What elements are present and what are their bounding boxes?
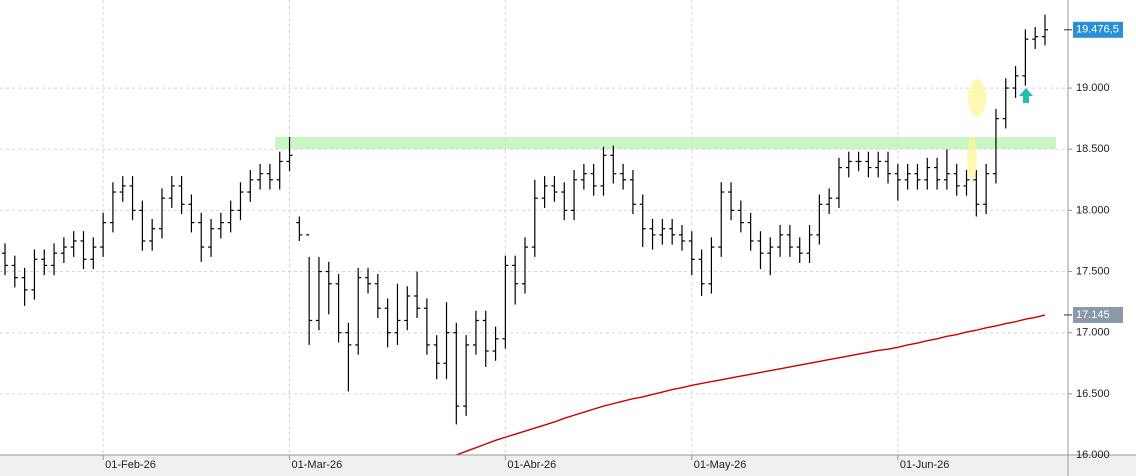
x-tick-label: 01-Abr-26 — [507, 459, 556, 471]
plot-area — [2, 14, 1048, 455]
highlight-ellipse — [967, 136, 977, 180]
x-tick-label: 01-Jun-26 — [900, 459, 950, 471]
highlights — [967, 79, 1033, 180]
y-tick-label: 18.500 — [1076, 143, 1110, 155]
annotation-label: 17.145 — [1076, 309, 1110, 321]
x-tick-label: 01-Mar-26 — [292, 459, 343, 471]
y-tick-label: 18.000 — [1076, 204, 1110, 216]
annotation-box — [1073, 306, 1123, 323]
resistance-band — [275, 136, 1056, 150]
x-tick-label: 01-May-26 — [694, 459, 747, 471]
annotation-label: 19.476,5 — [1076, 24, 1119, 36]
plot-background — [0, 0, 1068, 456]
moving-average — [456, 314, 1046, 455]
y-tick-label: 17.500 — [1076, 265, 1110, 277]
up-arrow — [1019, 88, 1033, 103]
y-tick-label: 16.500 — [1076, 388, 1110, 400]
y-tick-label: 19.000 — [1076, 82, 1110, 94]
annotation-box — [1073, 21, 1123, 38]
y-tick-label: 17.000 — [1076, 327, 1110, 339]
axes: 16.000 16.500 17.000 17.500 18.000 18.500 19.0… — [102, 21, 1123, 471]
x-axis-strip — [0, 455, 1136, 476]
y-tick-label: 16.000 — [1076, 449, 1110, 461]
x-tick-label: 01-Feb-26 — [105, 459, 156, 471]
highlight-ellipse — [968, 79, 986, 117]
